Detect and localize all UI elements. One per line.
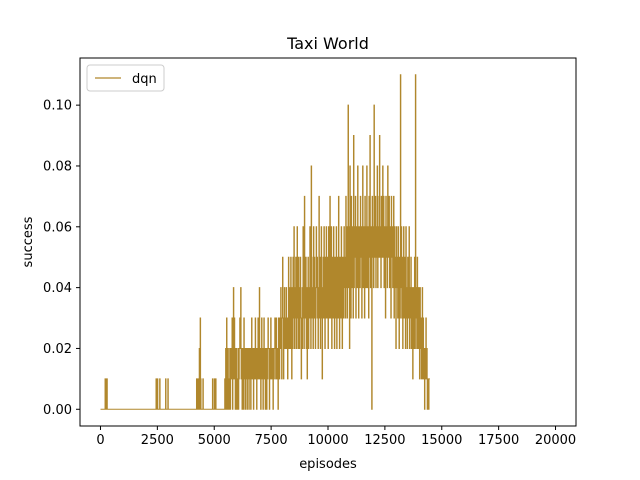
x-axis: 0 2500 5000 7500 10000 12500 15000 17500 20000 bbox=[96, 426, 576, 448]
legend-box bbox=[86, 64, 165, 92]
y-axis: 0.00 0.02 0.04 0.06 0.08 0.10 bbox=[43, 99, 80, 418]
x-axis-label: episodes bbox=[299, 457, 357, 472]
y-tick-label: 0.06 bbox=[43, 220, 72, 235]
x-tick-label: 5000 bbox=[198, 433, 231, 448]
y-tick-label: 0.02 bbox=[43, 342, 72, 357]
series-line-dqn bbox=[100, 74, 430, 410]
legend-label-dqn: dqn bbox=[132, 72, 157, 87]
y-tick-label: 0.04 bbox=[43, 281, 72, 296]
x-tick-label: 20000 bbox=[535, 433, 576, 448]
x-tick-label: 17500 bbox=[478, 433, 519, 448]
y-tick-label: 0.10 bbox=[43, 99, 72, 114]
x-tick-label: 2500 bbox=[141, 433, 174, 448]
y-tick-label: 0.08 bbox=[43, 159, 72, 174]
y-tick-label: 0.00 bbox=[43, 403, 72, 418]
x-tick-label: 12500 bbox=[364, 433, 405, 448]
y-axis-label: success bbox=[21, 216, 36, 267]
legend: dqn bbox=[86, 64, 165, 92]
x-tick-label: 0 bbox=[96, 433, 104, 448]
x-tick-label: 15000 bbox=[421, 433, 462, 448]
chart-title: Taxi World bbox=[286, 34, 369, 53]
x-tick-label: 7500 bbox=[255, 433, 288, 448]
x-tick-label: 10000 bbox=[307, 433, 348, 448]
plot-area bbox=[100, 74, 430, 410]
